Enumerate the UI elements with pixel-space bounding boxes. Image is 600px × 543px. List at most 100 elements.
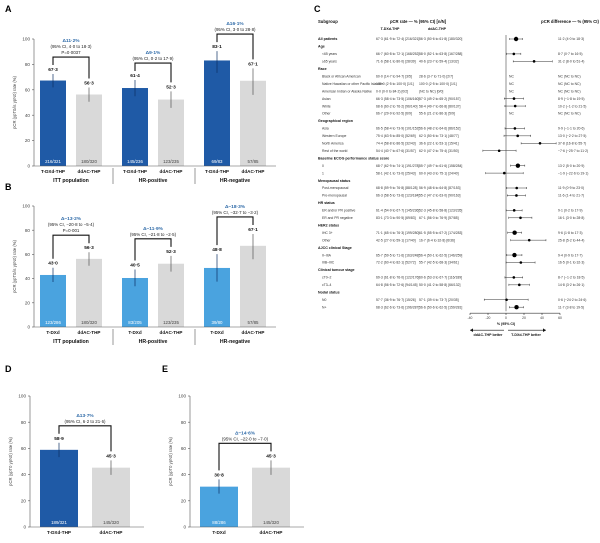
forest-row-label: American Indian or Alaska Native (322, 89, 372, 93)
y-tick-label: 40 (25, 113, 31, 118)
x-category-label: ddAC-THP (242, 169, 265, 174)
forest-arm1-value: 100·0 (2·5 to 100·0) [1/1] (376, 82, 414, 86)
bar-value-label: 45·3 (266, 453, 276, 459)
forest-arm1-value: 54·4 (40·7 to 67·6) [31/57] (376, 149, 416, 153)
forest-point (518, 283, 521, 287)
forest-arm1-value: 72·2 (60·4 to 82·1) [52/72] (376, 261, 416, 265)
delta-label: Δ−13·2% (61, 216, 82, 222)
y-axis-label: pCR (ypT0 ypN0) rate (%) (8, 437, 13, 486)
delta-label: Δ−11·9% (143, 226, 164, 232)
forest-arm1-value: 61·4 (54·9 to 67·7) [145/236] (376, 209, 419, 213)
ci-text: (95% CI, −22·0 to −7·0) (222, 436, 269, 441)
forest-row-label: All patients (318, 37, 337, 41)
forest-arm2-value: 62·0 (47·2 to 75·4) [31/50] (419, 149, 459, 153)
forest-subgroup-header: Subgroup (318, 19, 338, 24)
forest-row-label: <65 years (322, 52, 337, 56)
bar-value-label: 61·4 (130, 73, 140, 79)
forest-diff-value: −1·9 (−22·6 to 19·1) (558, 171, 588, 175)
bar-value-label: 40·5 (130, 263, 140, 269)
y-tick-label: 40 (21, 472, 27, 477)
x-category-label: ddAC-THP (78, 169, 101, 174)
ci-text: (95% CI, 0·2 to 17·9) (133, 56, 175, 61)
bar-value-label: 52·3 (166, 84, 176, 90)
forest-row-label: Asian (322, 97, 331, 101)
comparison-bracket (134, 62, 172, 83)
forest-row-label: Post-menopausal (322, 186, 349, 190)
forest-arm1-header: T-DXd-THP (381, 27, 400, 31)
bar-n-label: 123/235 (163, 320, 179, 325)
y-tick-label: 20 (21, 498, 27, 503)
forest-arm1-value: 66·7 (29·9 to 92·5) [6/9] (376, 112, 412, 116)
x-category-label: T-DXd (210, 330, 223, 335)
comparison-bracket (216, 216, 254, 246)
bar-n-label: 83/205 (128, 320, 142, 325)
forest-arm2-value: 62·3 (50·6 to 73·1) [48/77] (419, 134, 459, 138)
forest-arm2-value: 55·7 (42·5 to 68·3) [34/61] (419, 261, 459, 265)
y-tick-label: 60 (25, 252, 31, 257)
forest-point (527, 238, 531, 242)
forest-row-label: Clinical tumour stage (318, 268, 355, 272)
forest-arm2-value: 55·6 (21·2 to 86·3) [5/9] (419, 112, 455, 116)
forest-arm1-value: 68·8 (59·9 to 76·8) [88/128] (376, 186, 418, 190)
forest-row-label: Race (318, 67, 327, 71)
bar-n-label: 180/320 (81, 159, 97, 164)
forest-diff-value: 8·7 (0·7 to 16·5) (558, 52, 583, 56)
forest-arm2-value: 100·0 (2·5 to 100·0) [1/1] (419, 82, 457, 86)
forest-diff-value: 11·7 (3·8 to 19·5) (558, 305, 584, 309)
bar-control (240, 80, 266, 166)
forest-row-label: Western Europe (322, 134, 347, 138)
forest-arm1-value: 66·5 (58·4 to 73·9) [101/152] (376, 127, 419, 131)
ci-text: (95% CI, −32·7 to −3·2) (212, 210, 259, 215)
group-label: ITT population (53, 339, 89, 345)
forest-arm2-value: 57·3 (49·2 to 65·2) [90/157] (419, 97, 461, 101)
forest-x-tick-label: 60 (558, 316, 562, 320)
left-arrow-label: ddAC-THP better (474, 333, 503, 337)
bar-experimental (122, 88, 148, 166)
forest-arm2-value: 67·1 (56·0 to 76·9) [57/85] (419, 216, 459, 220)
forest-diff-value: 0·6 (−24·2 to 24·6) (558, 298, 586, 302)
forest-row-label: IHC 3+ (322, 231, 333, 235)
forest-point (519, 261, 523, 264)
delta-label: Δ13·7% (76, 413, 94, 419)
forest-arm1-value: 65·7 (59·5 to 71·6) [163/248] (376, 253, 419, 257)
y-tick-label: 60 (25, 87, 31, 92)
forest-point (515, 186, 519, 190)
forest-row-label: Geographical region (318, 119, 353, 123)
delta-label: Δ−14·6% (235, 430, 256, 436)
ci-text: (95% CI, 6·2 to 21·6) (65, 419, 107, 424)
p-value: P=0·001 (63, 228, 80, 233)
forest-diff-value: NC (NC to NC) (558, 89, 581, 93)
forest-x-axis-label: % (95% CI) (497, 322, 516, 326)
right-arrow-label: T-DXd-THP better (511, 333, 541, 337)
forest-row-label: II–IIIA (322, 253, 332, 257)
forest-nc-label: NC (509, 89, 514, 93)
delta-label: Δ−18·3% (225, 204, 246, 210)
forest-diff-value: 11·2 (4·0 to 18·3) (558, 37, 584, 41)
bar-n-label: 39/80 (212, 320, 224, 325)
y-tick-label: 80 (25, 62, 31, 67)
bar-n-label: 145/236 (127, 159, 143, 164)
forest-diff-value: 8·9 (−1·8 to 19·5) (558, 97, 584, 101)
forest-point (513, 104, 517, 108)
bar-control (158, 99, 184, 166)
bar-n-label: 57/85 (248, 320, 260, 325)
bar-value-label: 52·3 (166, 249, 176, 255)
bar-n-label: 189/321 (51, 520, 67, 525)
forest-row-label: Rest of the world (322, 149, 348, 153)
bar-value-label: 58·9 (54, 436, 64, 442)
forest-arm1-value: 68·7 (62·9 to 74·1) [191/278] (376, 164, 419, 168)
forest-arm2-value: 60·0 (43·3 to 75·1) [24/40] (419, 171, 459, 175)
forest-row-label: 1 (322, 171, 324, 175)
forest-diff-value: 13·2 (5·0 to 20·9) (558, 164, 584, 168)
forest-arm2-value: 58·0 (52·1 to 63·8) [167/288] (419, 52, 462, 56)
arrow-left-icon (470, 328, 473, 333)
forest-diff-value: 9·1 (0·2 to 17·9) (558, 209, 583, 213)
forest-point (538, 142, 542, 145)
forest-point (502, 171, 506, 175)
group-label: HR-positive (139, 178, 168, 184)
y-axis-label: pCR (ypT0 ypN0) rate (%) (168, 437, 173, 486)
forest-row-label: N0 (322, 298, 326, 302)
forest-arm2-header: ddAC-THP (428, 27, 447, 31)
forest-point (516, 134, 519, 138)
y-tick-label: 0 (23, 525, 26, 530)
